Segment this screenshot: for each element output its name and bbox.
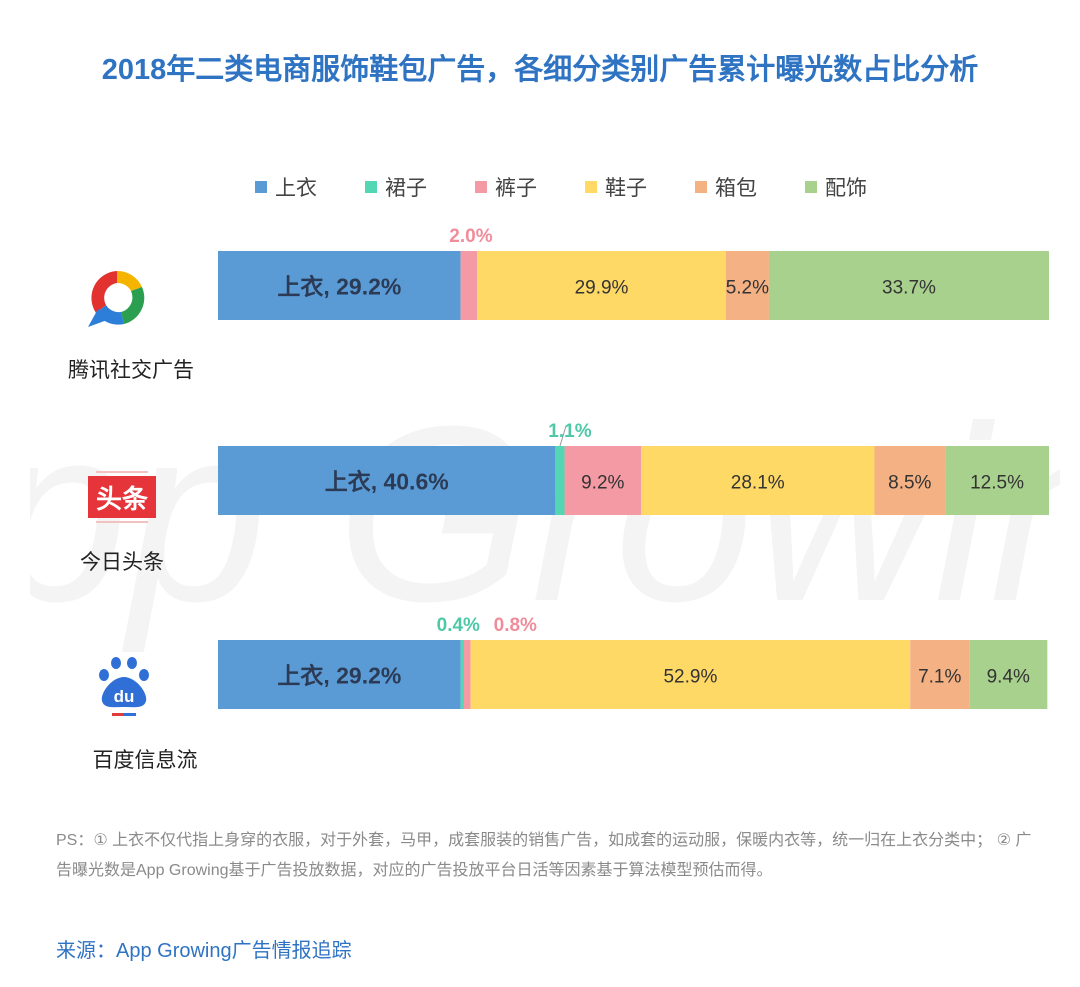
legend-item-5: 配饰	[805, 172, 867, 202]
bar-1-1	[555, 446, 565, 515]
bar-1-2	[564, 446, 641, 515]
data-label-2-1: 0.4%	[437, 615, 480, 636]
bar-0-0	[218, 251, 461, 320]
data-label-2-3: 52.9%	[663, 667, 717, 688]
legend-swatch-1	[365, 181, 377, 193]
legend-label-2: 裤子	[495, 177, 537, 200]
legend-swatch-5	[805, 181, 817, 193]
legend-label-5: 配饰	[825, 177, 867, 200]
legend-label-1: 裙子	[385, 177, 427, 200]
data-label-2-4: 7.1%	[918, 667, 961, 688]
legend-item-2: 裤子	[475, 172, 537, 202]
bar-0-4	[725, 251, 769, 320]
legend-swatch-3	[585, 181, 597, 193]
bar-2-3	[470, 640, 911, 709]
legend-swatch-2	[475, 181, 487, 193]
legend-item-3: 鞋子	[585, 172, 647, 202]
bar-0-5	[768, 251, 1049, 320]
legend-label-4: 箱包	[715, 177, 757, 200]
bar-1-5	[945, 446, 1050, 515]
bar-2-5	[969, 640, 1048, 709]
data-label-0-4: 5.2%	[726, 278, 769, 299]
ps-note: PS：① 上衣不仅代指上身穿的衣服，对于外套，马甲，成套服装的销售广告，如成套的…	[56, 832, 1032, 879]
baidu-logo: du	[96, 655, 152, 724]
data-label-0-5: 33.7%	[882, 278, 936, 299]
chart-legend: 上衣 裙子 裤子 鞋子 箱包 配饰	[255, 172, 915, 202]
legend-label-3: 鞋子	[605, 177, 647, 200]
tencent-social-ads-logo	[84, 265, 150, 336]
category-label-baidu: 百度信息流	[92, 749, 198, 772]
bar-2-2	[463, 640, 471, 709]
bar-1-0	[218, 446, 556, 515]
category-label-toutiao: 今日头条	[80, 551, 164, 574]
data-label-0-0: 上衣, 29.2%	[277, 274, 401, 300]
bar-2-0	[218, 640, 461, 709]
legend-label-0: 上衣	[275, 177, 317, 200]
leader-line-1-1	[559, 425, 567, 447]
data-label-2-2: 0.8%	[494, 615, 537, 636]
data-label-1-1: 1.1%	[548, 421, 591, 442]
legend-item-4: 箱包	[695, 172, 757, 202]
toutiao-logo: 头条	[86, 470, 158, 529]
legend-swatch-4	[695, 181, 707, 193]
data-label-2-5: 9.4%	[987, 667, 1030, 688]
data-label-0-3: 29.9%	[575, 278, 629, 299]
source-link[interactable]: 来源：App Growing广告情报追踪	[56, 940, 352, 962]
data-label-1-3: 28.1%	[731, 473, 785, 494]
data-label-0-2: 2.0%	[449, 226, 492, 247]
data-label-1-2: 9.2%	[581, 473, 624, 494]
data-label-1-5: 12.5%	[970, 473, 1024, 494]
bar-1-4	[874, 446, 946, 515]
legend-swatch-0	[255, 181, 267, 193]
category-label-tencent: 腾讯社交广告	[68, 359, 194, 382]
baidu-logo-text: du	[114, 687, 135, 706]
stacked-bar-chart: 上衣, 29.2% 2.0% 29.9% 5.2% 33.7% 上衣, 40.6% 1.1%…	[218, 226, 1050, 709]
data-label-1-4: 8.5%	[888, 473, 931, 494]
chart-title: 2018年二类电商服饰鞋包广告，各细分类别广告累计曝光数占比分析	[101, 54, 979, 86]
data-label-2-0: 上衣, 29.2%	[277, 663, 401, 689]
data-label-1-0: 上衣, 40.6%	[325, 469, 449, 495]
legend-item-1: 裙子	[365, 172, 427, 202]
bar-2-1	[460, 640, 464, 709]
bar-2-4	[910, 640, 970, 709]
bar-0-3	[477, 251, 726, 320]
legend-item-0: 上衣	[255, 172, 317, 202]
bar-0-2	[460, 251, 478, 320]
bar-1-3	[640, 446, 875, 515]
toutiao-logo-text: 头条	[96, 485, 149, 515]
